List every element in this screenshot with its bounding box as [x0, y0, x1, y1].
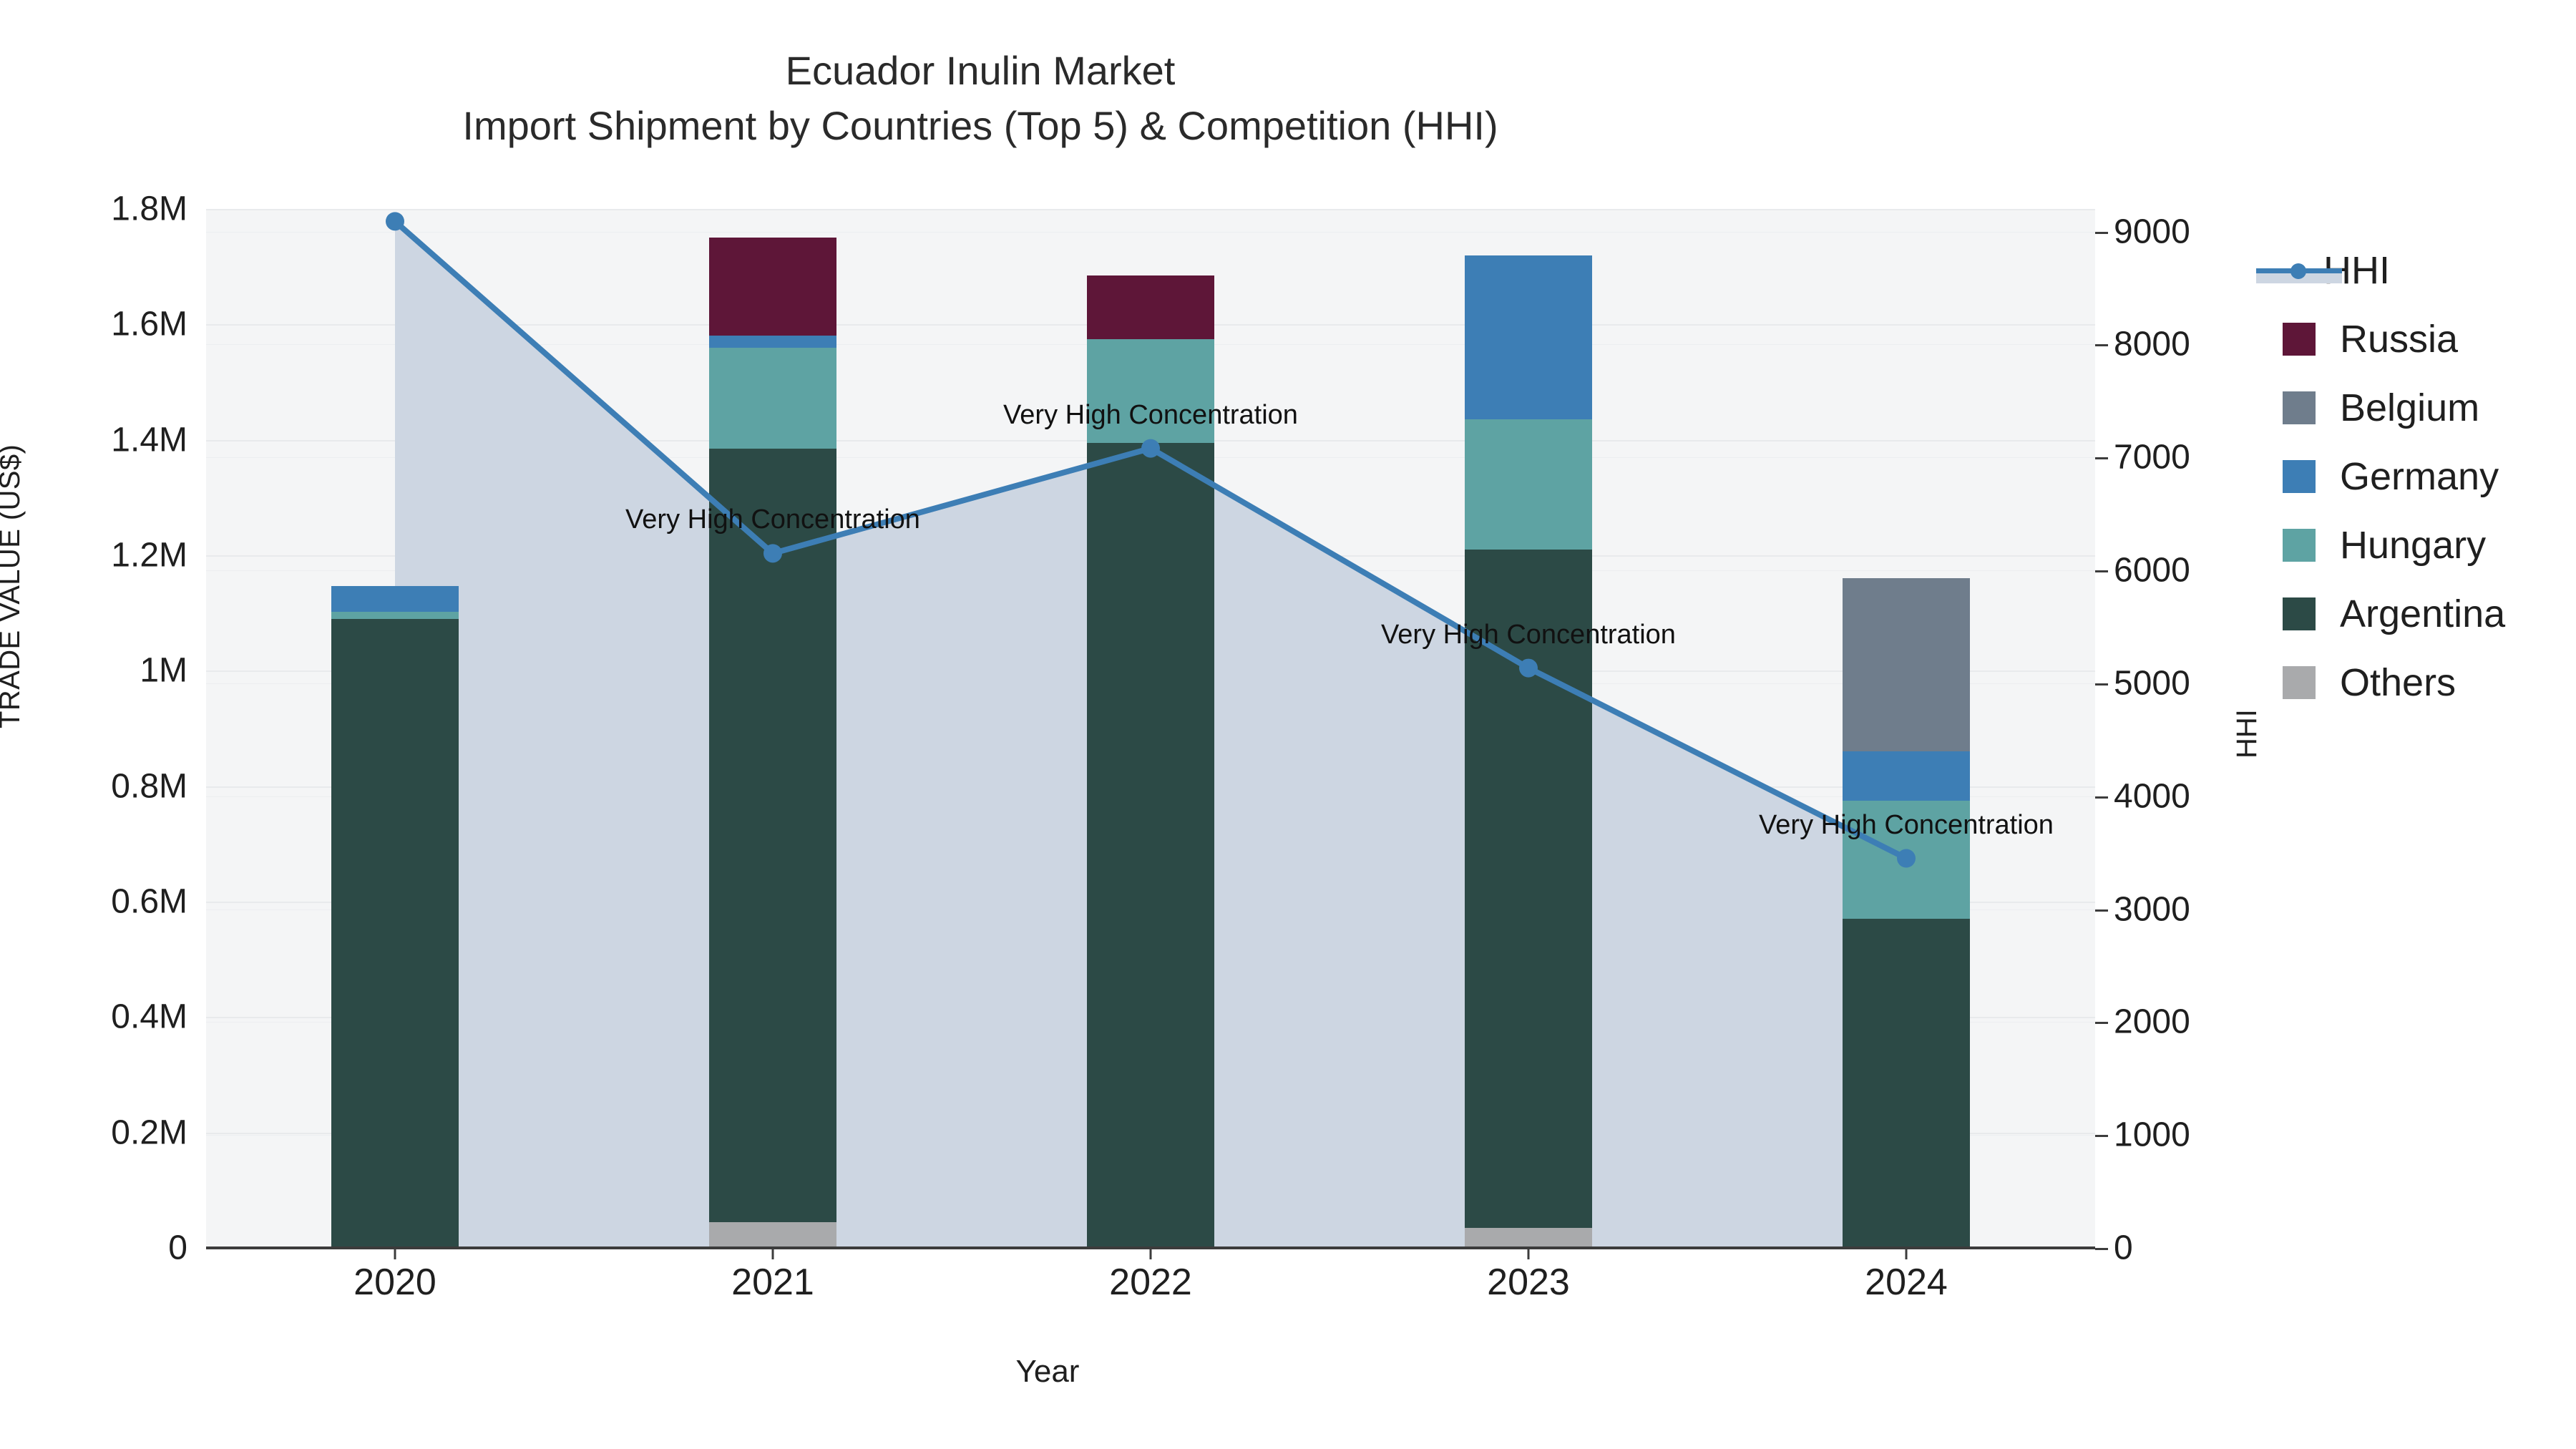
legend-swatch-icon — [2283, 666, 2316, 699]
y-tick-mark-right — [2095, 1135, 2108, 1138]
y-tick-mark-right — [2095, 344, 2108, 347]
bar-segment-germany[interactable] — [709, 336, 836, 348]
bar-2024[interactable] — [1843, 209, 1970, 1248]
y-axis-tick-left: 0.2M — [111, 1113, 187, 1152]
bar-segment-germany[interactable] — [331, 585, 459, 613]
x-tick-mark — [1149, 1246, 1152, 1259]
bar-segment-hungary[interactable] — [1087, 338, 1214, 443]
bar-segment-others[interactable] — [709, 1221, 836, 1248]
y-axis-tick-right: 2000 — [2114, 1002, 2190, 1041]
x-axis-tick-2021: 2021 — [731, 1262, 814, 1303]
legend-swatch-icon — [2283, 529, 2316, 562]
bar-segment-others[interactable] — [1465, 1227, 1592, 1248]
legend-label: Germany — [2340, 455, 2499, 498]
bar-2020[interactable] — [331, 209, 459, 1248]
x-tick-mark — [1905, 1246, 1908, 1259]
x-axis-tick-2022: 2022 — [1109, 1262, 1192, 1303]
gridline — [206, 209, 2095, 210]
legend-item-germany[interactable]: Germany — [2283, 442, 2576, 511]
y-axis-tick-right: 1000 — [2114, 1116, 2190, 1154]
y-tick-mark-right — [2095, 796, 2108, 799]
x-axis-tick-2020: 2020 — [353, 1262, 436, 1303]
y-axis-tick-left: 1M — [140, 651, 187, 690]
y-axis-left: 0 0.2M 0.4M 0.6M 0.8M 1M 1.2M 1.4M 1.6M 1.8M — [0, 190, 206, 1267]
bar-segment-argentina[interactable] — [331, 618, 459, 1248]
legend-item-argentina[interactable]: Argentina — [2283, 580, 2576, 648]
x-axis-label: Year — [1015, 1354, 1080, 1389]
bar-segment-germany[interactable] — [1465, 255, 1592, 420]
y-tick-mark-right — [2095, 1248, 2108, 1250]
bar-segment-hungary[interactable] — [1465, 419, 1592, 550]
bar-segment-germany[interactable] — [1843, 751, 1970, 801]
x-tick-mark — [394, 1246, 396, 1259]
y-axis-tick-right: 7000 — [2114, 438, 2190, 477]
y-axis-tick-right: 8000 — [2114, 325, 2190, 364]
y-axis-right: 0 1000 2000 3000 4000 5000 6000 7000 8000 9000 — [2095, 209, 2310, 1267]
chart-title-line-2: Import Shipment by Countries (Top 5) & C… — [462, 103, 1498, 149]
annotation-concentration: Very High Concentration — [1003, 399, 1298, 430]
annotation-concentration: Very High Concentration — [1759, 809, 2054, 840]
bar-segment-hungary[interactable] — [709, 347, 836, 449]
bar-segment-belgium[interactable] — [1843, 578, 1970, 752]
bar-segment-argentina[interactable] — [709, 448, 836, 1222]
chart-legend: HHI Russia Belgium Germany Hungary Argentina O… — [2256, 236, 2576, 717]
bar-segment-hungary[interactable] — [331, 612, 459, 619]
chart-title-line-1: Ecuador Inulin Market — [785, 48, 1176, 93]
y-tick-mark-right — [2095, 570, 2108, 573]
y-tick-mark-right — [2095, 457, 2108, 460]
x-axis-tick-2023: 2023 — [1487, 1262, 1570, 1303]
y-axis-tick-left: 0.4M — [111, 997, 187, 1036]
y-axis-tick-right: 4000 — [2114, 777, 2190, 816]
y-axis-tick-left: 1.4M — [111, 421, 187, 459]
bar-segment-russia[interactable] — [1087, 275, 1214, 339]
y-tick-mark-right — [2095, 231, 2108, 234]
legend-swatch-icon — [2283, 323, 2316, 356]
y-axis-tick-right: 9000 — [2114, 213, 2190, 251]
plot-area: Very High Concentration Very High Concent… — [206, 209, 2095, 1248]
x-axis-tick-2024: 2024 — [1865, 1262, 1948, 1303]
legend-item-belgium[interactable]: Belgium — [2283, 374, 2576, 442]
y-axis-tick-left: 1.2M — [111, 536, 187, 575]
y-axis-tick-right: 3000 — [2114, 890, 2190, 929]
y-axis-tick-right: 5000 — [2114, 664, 2190, 703]
hhi-line — [386, 212, 1916, 868]
legend-label: Argentina — [2340, 592, 2506, 635]
legend-label: Hungary — [2340, 524, 2487, 567]
bar-segment-argentina[interactable] — [1087, 442, 1214, 1248]
legend-swatch-icon — [2283, 597, 2316, 630]
gridline-minor — [206, 231, 2095, 233]
legend-item-hungary[interactable]: Hungary — [2283, 511, 2576, 580]
y-axis-tick-left: 0.6M — [111, 882, 187, 921]
y-axis-tick-left: 0.8M — [111, 767, 187, 806]
y-axis-tick-right: 0 — [2114, 1229, 2133, 1267]
bar-2021[interactable] — [709, 209, 836, 1248]
legend-swatch-icon — [2283, 391, 2316, 424]
legend-item-russia[interactable]: Russia — [2283, 305, 2576, 374]
legend-item-others[interactable]: Others — [2283, 648, 2576, 717]
legend-line-marker-icon — [2256, 254, 2342, 287]
y-axis-tick-left: 1.6M — [111, 305, 187, 343]
y-tick-mark-right — [2095, 683, 2108, 686]
y-axis-tick-left: 1.8M — [111, 190, 187, 228]
legend-label: Others — [2340, 661, 2457, 704]
y-axis-tick-right: 6000 — [2114, 551, 2190, 590]
x-tick-mark — [1527, 1246, 1530, 1259]
chart-title: Ecuador Inulin Market Import Shipment by… — [0, 43, 1961, 154]
x-tick-mark — [771, 1246, 774, 1259]
legend-label: Belgium — [2340, 386, 2480, 429]
annotation-concentration: Very High Concentration — [1381, 619, 1676, 650]
bar-segment-russia[interactable] — [709, 238, 836, 336]
legend-swatch-icon — [2283, 460, 2316, 493]
y-axis-tick-left: 0 — [168, 1229, 187, 1267]
annotation-concentration: Very High Concentration — [625, 504, 920, 535]
legend-label: Russia — [2340, 318, 2459, 361]
bar-2022[interactable] — [1087, 209, 1214, 1248]
y-tick-mark-right — [2095, 909, 2108, 912]
bar-segment-argentina[interactable] — [1843, 919, 1970, 1248]
legend-item-hhi[interactable]: HHI — [2256, 236, 2576, 305]
y-tick-mark-right — [2095, 1022, 2108, 1025]
